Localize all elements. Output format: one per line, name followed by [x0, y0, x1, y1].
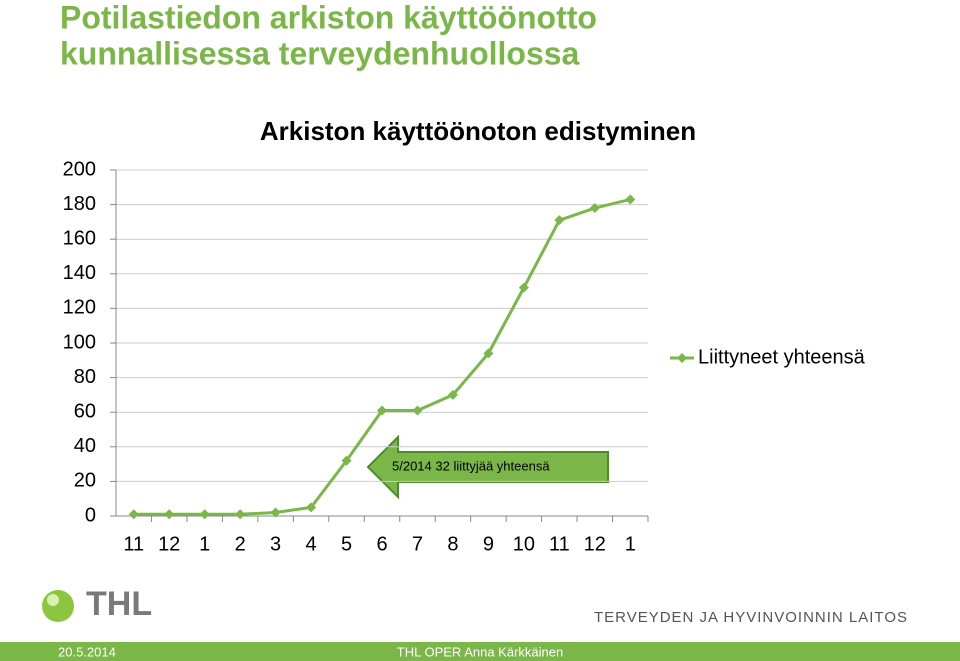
logo-ball: [42, 590, 74, 622]
y-tick-label: 180: [63, 193, 96, 215]
marker: [164, 509, 175, 520]
y-tick-label: 60: [74, 400, 96, 422]
y-tick-label: 100: [63, 331, 96, 353]
y-tick-label: 40: [74, 435, 96, 457]
logo-text: THL: [86, 585, 152, 623]
marker: [377, 405, 387, 416]
x-tick-label: 7: [412, 533, 423, 555]
y-tick-label: 120: [63, 297, 96, 319]
marker: [412, 405, 423, 416]
legend-marker: [677, 353, 687, 363]
marker: [483, 348, 494, 359]
slide-title: Potilastiedon arkiston käyttöönotto: [60, 0, 597, 35]
x-tick-label: 1: [625, 533, 636, 555]
slide-title: kunnallisessa terveydenhuollossa: [60, 35, 580, 71]
legend-label: Liittyneet yhteensä: [698, 346, 866, 368]
x-tick-label: 1: [199, 533, 210, 555]
x-tick-label: 6: [376, 533, 387, 555]
marker: [306, 502, 317, 513]
x-tick-label: 9: [483, 533, 494, 555]
marker: [554, 215, 565, 226]
y-tick-label: 200: [63, 158, 96, 180]
annotation: 5/2014 32 liittyjää yhteensä: [392, 458, 550, 473]
marker: [447, 389, 458, 400]
y-tick-label: 140: [63, 262, 96, 284]
y-tick-label: 20: [74, 470, 96, 492]
x-tick-label: 12: [584, 533, 606, 555]
marker: [518, 282, 529, 293]
x-tick-label: 10: [513, 533, 535, 555]
footer-author: THL OPER Anna Kärkkäinen: [397, 644, 563, 659]
chart-title: Arkiston käyttöönoton edistyminen: [260, 116, 696, 146]
footer-bar: [0, 642, 960, 661]
logo: THL: [42, 585, 152, 623]
x-tick-label: 2: [235, 533, 246, 555]
marker: [589, 203, 600, 214]
marker: [625, 194, 636, 205]
y-tick-label: 80: [74, 366, 96, 388]
x-tick-label: 5: [341, 533, 352, 555]
y-tick-label: 0: [85, 504, 96, 526]
marker: [128, 509, 139, 520]
x-tick-label: 12: [158, 533, 180, 555]
x-tick-label: 11: [549, 533, 570, 555]
marker: [235, 509, 246, 520]
marker: [341, 455, 352, 466]
logo-highlight: [47, 594, 59, 606]
marker: [270, 507, 281, 518]
x-tick-label: 11: [123, 533, 144, 555]
organization: TERVEYDEN JA HYVINVOINNIN LAITOS: [594, 609, 908, 626]
marker: [199, 509, 210, 520]
annotation-arrow: [366, 434, 609, 500]
footer-date: 20.5.2014: [58, 644, 116, 659]
x-tick-label: 8: [447, 533, 458, 555]
y-tick-label: 160: [63, 227, 96, 249]
x-tick-label: 4: [306, 533, 317, 555]
x-tick-label: 3: [270, 533, 281, 555]
